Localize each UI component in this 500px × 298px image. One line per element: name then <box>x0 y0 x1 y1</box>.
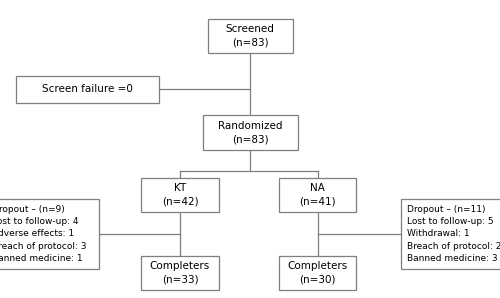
FancyBboxPatch shape <box>142 255 219 290</box>
Text: NA
(n=41): NA (n=41) <box>299 183 336 207</box>
Text: Screened
(n=83): Screened (n=83) <box>226 24 274 48</box>
FancyBboxPatch shape <box>16 76 159 103</box>
Text: KT
(n=42): KT (n=42) <box>162 183 198 207</box>
Text: Dropout – (n=11)
Lost to follow-up: 5
Withdrawal: 1
Breach of protocol: 2
Banned: Dropout – (n=11) Lost to follow-up: 5 Wi… <box>407 205 500 263</box>
FancyBboxPatch shape <box>202 115 298 150</box>
Text: Dropout – (n=9)
Lost to follow-up: 4
Adverse effects: 1
Breach of protocol: 3
Ba: Dropout – (n=9) Lost to follow-up: 4 Adv… <box>0 205 87 263</box>
Text: Completers
(n=33): Completers (n=33) <box>150 261 210 285</box>
FancyBboxPatch shape <box>279 178 356 212</box>
Text: Randomized
(n=83): Randomized (n=83) <box>218 121 282 145</box>
FancyBboxPatch shape <box>401 199 500 269</box>
FancyBboxPatch shape <box>208 18 292 53</box>
Text: Screen failure =0: Screen failure =0 <box>42 84 133 94</box>
FancyBboxPatch shape <box>142 178 219 212</box>
FancyBboxPatch shape <box>279 255 356 290</box>
Text: Completers
(n=30): Completers (n=30) <box>288 261 348 285</box>
FancyBboxPatch shape <box>0 199 99 269</box>
